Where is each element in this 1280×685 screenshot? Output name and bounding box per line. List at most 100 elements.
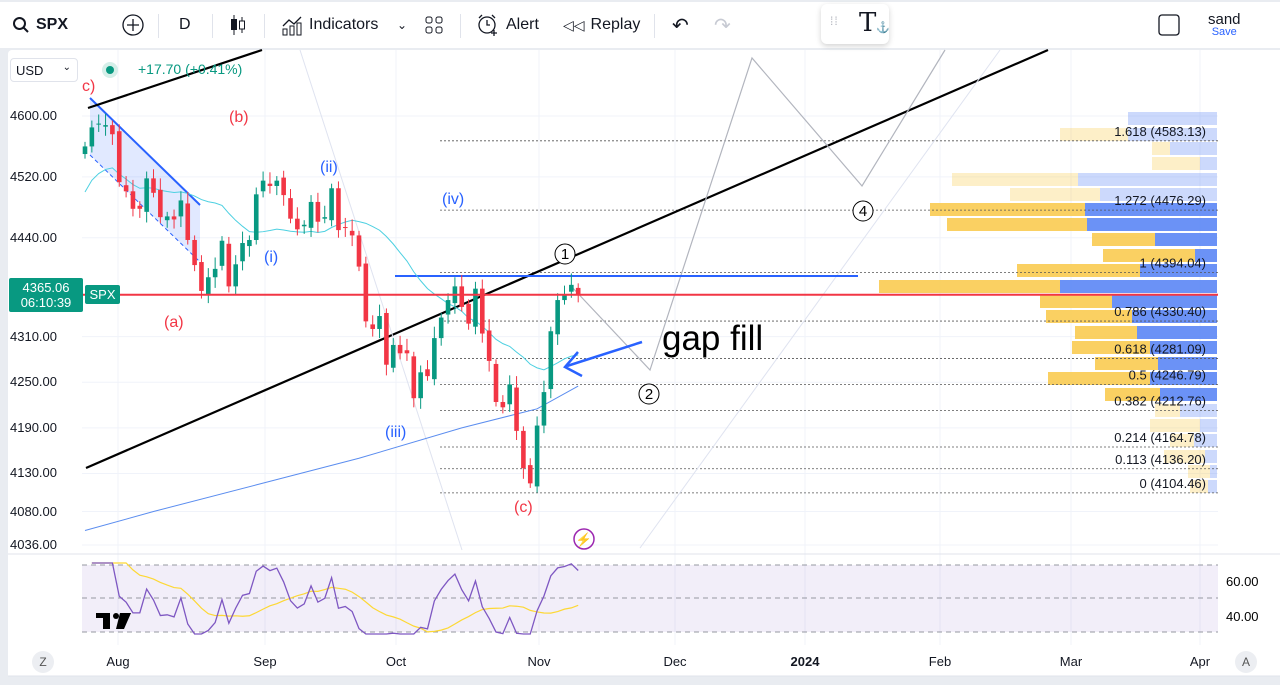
candle-body — [288, 198, 293, 219]
event-marker[interactable] — [573, 528, 595, 550]
rsi-axis-label: 60.00 — [1226, 574, 1259, 589]
market-status-dot[interactable] — [102, 62, 118, 78]
volume-bar-down — [1210, 465, 1217, 478]
time-axis-label: Dec — [663, 654, 687, 669]
volume-bar-down — [1100, 188, 1217, 201]
trendline-upper[interactable] — [87, 48, 263, 110]
time-axis-label: Mar — [1059, 654, 1083, 669]
time-axis-label: 2024 — [790, 654, 820, 669]
wave-label[interactable]: (ii) — [320, 159, 338, 176]
wave-label[interactable]: (i) — [264, 249, 278, 266]
volume-bar-down — [1078, 173, 1217, 186]
price-axis-label: 4310.00 — [10, 328, 57, 344]
price-axis-label: 4520.00 — [10, 168, 57, 184]
alarm-clock-icon — [478, 14, 497, 36]
timezone-button[interactable]: Z — [32, 651, 54, 673]
candle-body — [137, 205, 143, 209]
gap-fill-note[interactable]: gap fill — [662, 319, 763, 358]
candle-body — [370, 324, 375, 329]
price-axis-label: 4190.00 — [10, 419, 57, 435]
rewind-icon: ◁◁ — [563, 16, 585, 33]
undo-button[interactable]: ↶ — [672, 13, 689, 38]
wave-label[interactable]: 1 — [561, 246, 569, 263]
candle-body — [575, 287, 581, 295]
auto-scale-button[interactable]: A — [1235, 651, 1257, 673]
fib-level-label: 1.272 (4476.29) — [1114, 193, 1206, 208]
symbol-search[interactable]: SPX — [12, 16, 68, 34]
candle-body — [507, 384, 512, 405]
candle-body — [411, 356, 417, 399]
projection-path[interactable] — [569, 49, 946, 372]
candle-body — [343, 227, 348, 229]
volume-bar-up — [879, 280, 1060, 293]
candle-body — [384, 312, 389, 365]
wave-label[interactable]: 2 — [645, 386, 653, 403]
candle-body — [514, 387, 519, 431]
volume-bar-up — [1040, 295, 1112, 308]
candle-body — [425, 369, 430, 377]
search-icon — [13, 17, 29, 33]
currency-value: USD — [16, 63, 44, 78]
layouts-button[interactable] — [424, 15, 444, 35]
indicators-button[interactable]: Indicators — [281, 14, 378, 36]
layout-save-button[interactable]: sand Save — [1208, 12, 1241, 38]
candle-body — [253, 194, 259, 240]
volume-bar-up — [1095, 357, 1158, 370]
currency-select[interactable]: USD ⌄ — [10, 58, 78, 82]
fullscreen-button[interactable] — [1158, 14, 1180, 36]
fib-level-label: 0.382 (4212.76) — [1114, 394, 1206, 409]
candle-body — [363, 263, 369, 322]
fan-line — [639, 49, 1001, 549]
chevron-down-icon: ⌄ — [397, 18, 408, 32]
last-price-badge: 4365.06 06:10:39 — [9, 277, 83, 312]
wave-label[interactable]: (iv) — [442, 191, 464, 208]
volume-bar-up — [1060, 128, 1128, 141]
price-change: +17.70 (+0.41%) — [138, 61, 243, 77]
interval-label: D — [179, 16, 191, 33]
candle-body — [89, 127, 95, 147]
wave-label[interactable]: (c) — [514, 499, 533, 516]
candle-body — [493, 363, 499, 402]
wave-label[interactable]: 4 — [859, 203, 867, 220]
volume-bar-down — [1085, 203, 1217, 216]
volume-bar-up — [1188, 465, 1210, 478]
replay-button[interactable]: ◁◁ Replay — [563, 16, 640, 34]
candle-body — [569, 284, 574, 292]
wave-label[interactable]: (a) — [164, 314, 184, 331]
drag-handle-icon[interactable]: ⁞⁞ — [830, 14, 839, 28]
chart-type-button[interactable] — [228, 13, 248, 37]
volume-bar-down — [1087, 218, 1217, 231]
volume-bar-down — [1155, 233, 1217, 246]
volume-bar-down — [1140, 264, 1217, 277]
wave-label[interactable]: (iii) — [385, 424, 406, 441]
candle-body — [377, 316, 382, 329]
candle-body — [349, 230, 355, 236]
price-axis-label: 4250.00 — [10, 374, 57, 390]
alert-button[interactable]: Alert — [476, 13, 539, 37]
volume-bar-down — [1200, 419, 1217, 432]
channel-lower[interactable] — [89, 154, 201, 263]
price-axis-label: 4080.00 — [10, 503, 57, 519]
redo-button[interactable]: ↷ — [714, 13, 731, 38]
wave-label[interactable]: c) — [82, 78, 95, 95]
indicators-dropdown[interactable]: ⌄ — [397, 18, 407, 32]
candle-body — [130, 191, 136, 209]
interval-button[interactable]: D — [179, 16, 191, 34]
channel-upper[interactable] — [89, 97, 201, 206]
layout-name: sand — [1208, 11, 1241, 28]
compare-button[interactable] — [121, 13, 145, 37]
anchored-text-icon[interactable]: T⚓ — [859, 8, 891, 38]
volume-bar-up — [1075, 326, 1137, 339]
fib-level-label: 0.618 (4281.09) — [1114, 342, 1206, 357]
volume-bar-down — [1150, 341, 1217, 354]
candles-icon — [231, 15, 245, 35]
candle-body — [247, 239, 252, 247]
volume-bar-up — [1092, 233, 1155, 246]
arrow-shaft[interactable] — [566, 340, 643, 368]
wave-label[interactable]: (b) — [229, 109, 249, 126]
candle-body — [151, 178, 156, 193]
candle-body — [466, 303, 471, 324]
volume-bar-up — [1190, 480, 1208, 493]
fib-level-label: 1 (4394.04) — [1140, 256, 1207, 271]
